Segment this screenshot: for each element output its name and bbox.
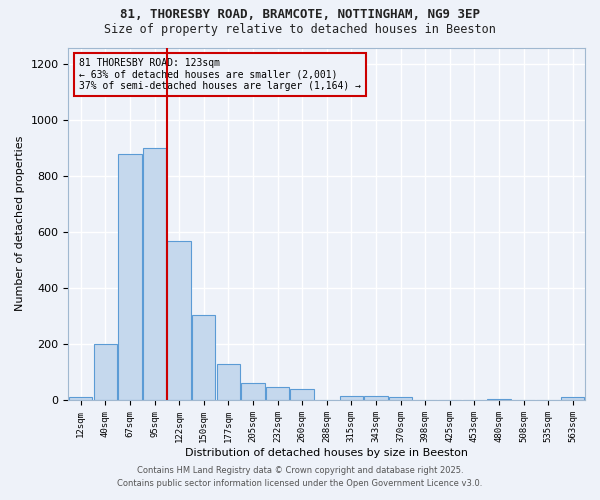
Bar — [364, 396, 388, 400]
Y-axis label: Number of detached properties: Number of detached properties — [15, 136, 25, 312]
Bar — [266, 388, 289, 400]
X-axis label: Distribution of detached houses by size in Beeston: Distribution of detached houses by size … — [185, 448, 468, 458]
Bar — [561, 397, 584, 400]
Bar — [241, 383, 265, 400]
Text: Size of property relative to detached houses in Beeston: Size of property relative to detached ho… — [104, 22, 496, 36]
Bar — [118, 154, 142, 400]
Bar — [217, 364, 240, 400]
Bar — [487, 398, 511, 400]
Text: Contains HM Land Registry data © Crown copyright and database right 2025.
Contai: Contains HM Land Registry data © Crown c… — [118, 466, 482, 487]
Text: 81 THORESBY ROAD: 123sqm
← 63% of detached houses are smaller (2,001)
37% of sem: 81 THORESBY ROAD: 123sqm ← 63% of detach… — [79, 58, 361, 92]
Bar — [340, 396, 363, 400]
Bar — [167, 240, 191, 400]
Bar — [69, 397, 92, 400]
Bar — [192, 314, 215, 400]
Bar — [290, 389, 314, 400]
Text: 81, THORESBY ROAD, BRAMCOTE, NOTTINGHAM, NG9 3EP: 81, THORESBY ROAD, BRAMCOTE, NOTTINGHAM,… — [120, 8, 480, 20]
Bar — [143, 148, 166, 400]
Bar — [389, 397, 412, 400]
Bar — [94, 344, 117, 400]
